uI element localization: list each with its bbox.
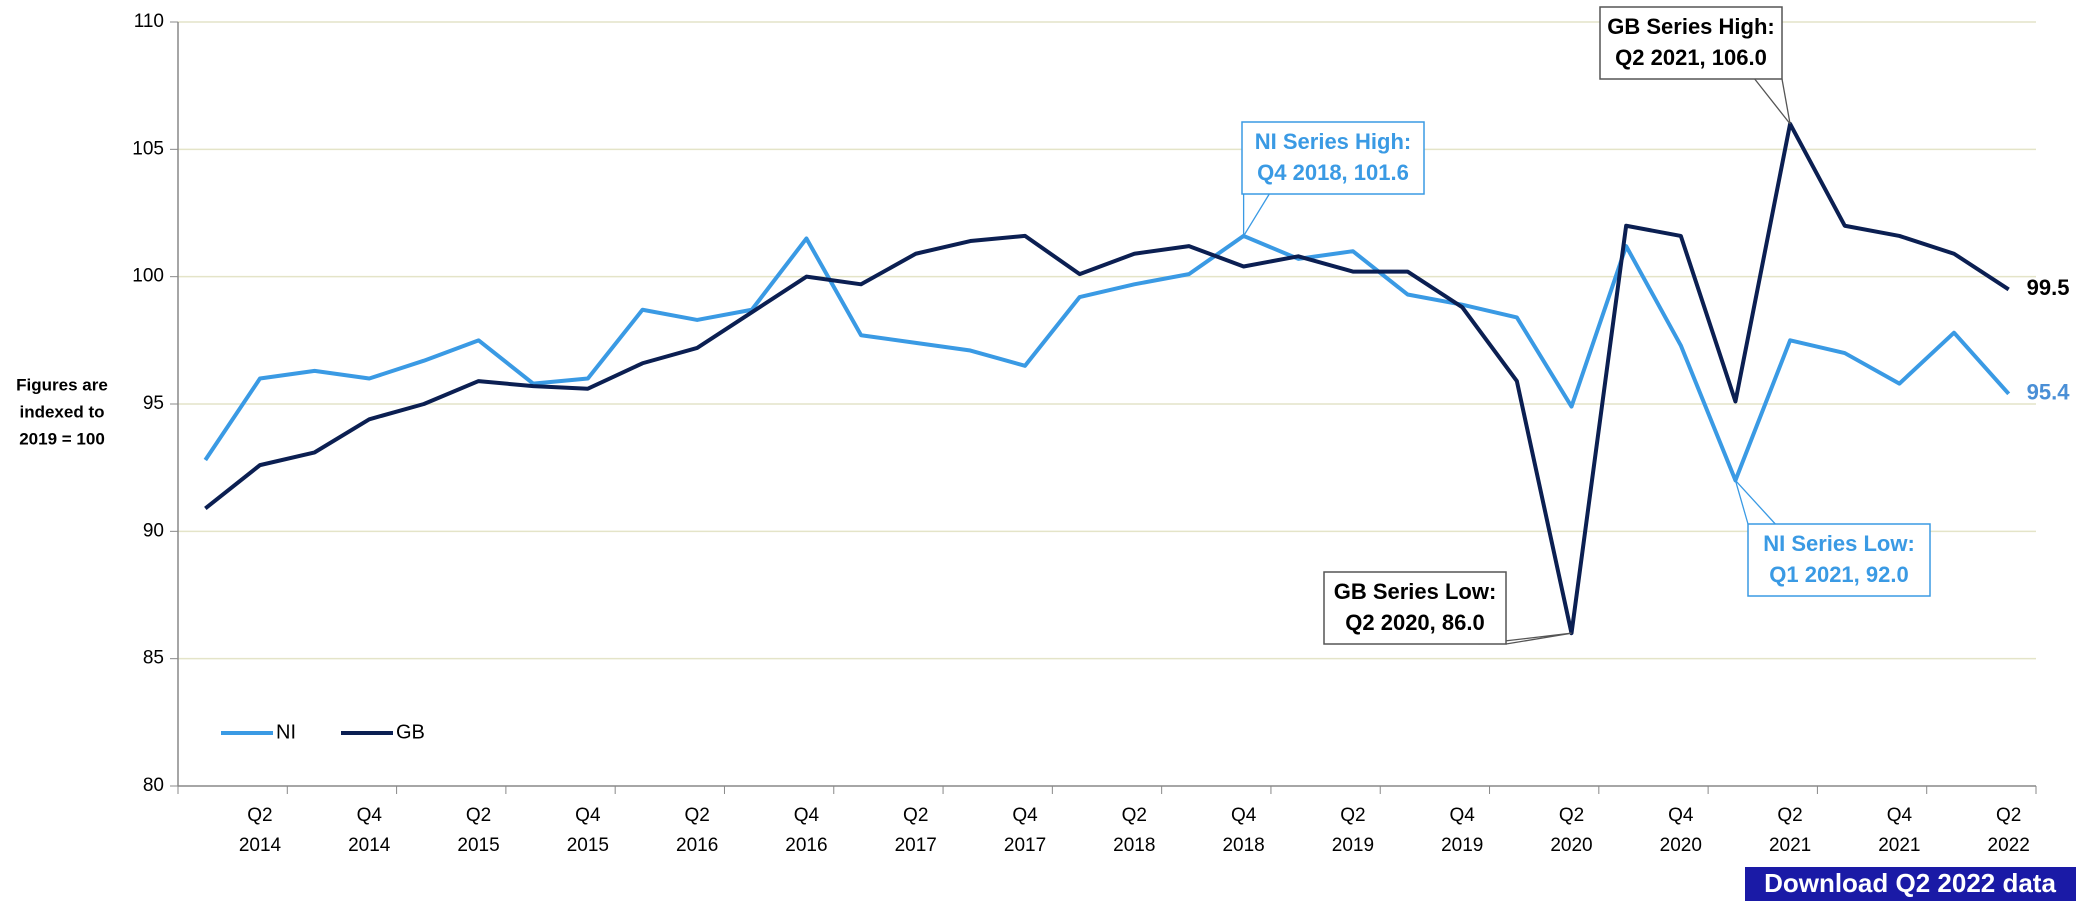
x-tick-label: Q4 2021 [1878, 805, 1920, 856]
x-tick-label: Q4 2015 [567, 805, 609, 856]
x-tick-label: Q4 2020 [1660, 805, 1702, 856]
y-axis-label: 2019 = 100 [19, 429, 105, 448]
annotation-leader [1242, 193, 1270, 239]
end-label: 95.4 [2027, 380, 2071, 405]
annotation-box [1599, 6, 1783, 80]
x-tick-label: Q2 2016 [676, 805, 718, 856]
annotation-text: NI Series Low: [1763, 531, 1915, 556]
annotation-leader [1478, 632, 1572, 645]
annotation-leader [1734, 479, 1776, 525]
x-tick-label: Q4 2019 [1441, 805, 1483, 856]
x-tick-label: Q2 2019 [1332, 805, 1374, 856]
x-tick-label: Q2 2017 [895, 805, 937, 856]
legend-label: GB [396, 721, 425, 743]
x-tick-label: Q2 2014 [239, 805, 282, 856]
series-line [203, 233, 2011, 483]
y-tick-label: 85 [143, 648, 164, 669]
y-axis-label: indexed to [19, 402, 104, 421]
annotation-text: GB Series High: [1607, 14, 1774, 39]
series-line [204, 121, 2010, 636]
y-tick-label: 110 [134, 11, 164, 32]
annotation-box [1241, 121, 1425, 195]
y-tick-label: 105 [132, 138, 164, 159]
y-tick-label: 80 [143, 775, 164, 796]
annotation-text: GB Series Low: [1334, 579, 1497, 604]
annotation-text: Q2 2020, 86.0 [1345, 610, 1484, 635]
x-tick-label: Q4 2014 [348, 805, 391, 856]
download-label[interactable]: Download Q2 2022 data [1764, 868, 2056, 898]
x-tick-label: Q2 2018 [1113, 805, 1155, 856]
x-tick-label: Q2 2021 [1769, 805, 1811, 856]
y-tick-label: 100 [132, 266, 164, 287]
x-tick-label: Q2 2020 [1550, 805, 1592, 856]
x-tick-label: Q4 2018 [1222, 805, 1264, 856]
x-tick-label: Q2 2015 [457, 805, 499, 856]
x-tick-label: Q4 2017 [1004, 805, 1046, 856]
y-axis-label: Figures are [16, 375, 108, 394]
annotation-text: Q1 2021, 92.0 [1769, 562, 1908, 587]
y-tick-label: 95 [143, 393, 164, 414]
annotation-box [1323, 571, 1507, 645]
y-tick-label: 90 [143, 520, 164, 541]
annotation-leader [1754, 78, 1791, 125]
end-label: 99.5 [2027, 275, 2070, 300]
annotation-text: Q4 2018, 101.6 [1257, 160, 1409, 185]
legend-label: NI [276, 721, 296, 743]
annotation-text: Q2 2021, 106.0 [1615, 45, 1767, 70]
x-tick-label: Q2 2022 [1988, 805, 2030, 856]
download-button[interactable] [1745, 867, 2076, 901]
annotation-box [1747, 523, 1931, 597]
x-tick-label: Q4 2016 [785, 805, 827, 856]
annotation-text: NI Series High: [1255, 129, 1411, 154]
